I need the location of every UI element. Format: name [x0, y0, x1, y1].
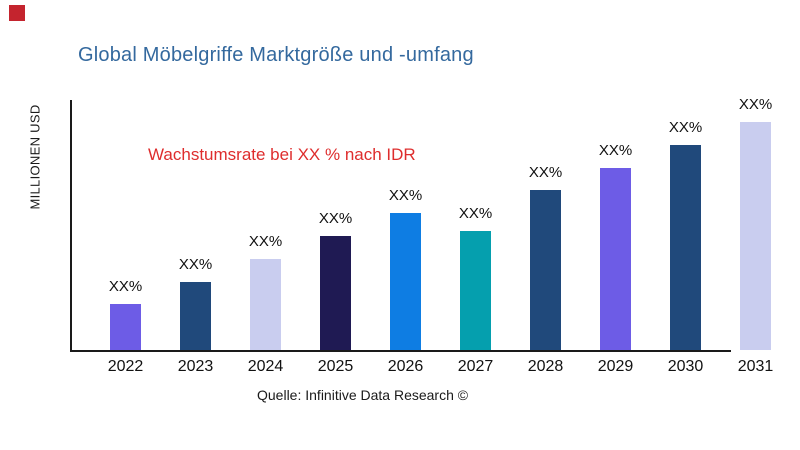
bar-value-label-2024: XX% — [248, 233, 283, 250]
y-axis-label: MILLIONEN USD — [27, 104, 43, 210]
x-tick-label-2026: 2026 — [387, 358, 424, 375]
x-tick-label-2027: 2027 — [457, 358, 494, 375]
x-tick-label-2029: 2029 — [597, 358, 634, 375]
bar-value-label-2029: XX% — [598, 142, 633, 159]
bar-value-label-2030: XX% — [668, 119, 703, 136]
bar-2026 — [390, 213, 421, 350]
y-axis-line — [70, 100, 72, 352]
growth-rate-annotation: Wachstumsrate bei XX % nach IDR — [148, 145, 416, 164]
x-tick-label-2023: 2023 — [177, 358, 214, 375]
source-attribution: Quelle: Infinitive Data Research © — [257, 387, 469, 403]
bar-2024 — [250, 259, 281, 350]
bar-2025 — [320, 236, 351, 350]
bar-2030 — [670, 145, 701, 350]
bar-value-label-2027: XX% — [458, 205, 493, 222]
bar-value-label-2031: XX% — [738, 96, 773, 113]
x-axis-line — [70, 350, 731, 352]
bar-value-label-2022: XX% — [108, 278, 143, 295]
bar-2027 — [460, 231, 491, 350]
bar-2031 — [740, 122, 771, 350]
bar-value-label-2025: XX% — [318, 210, 353, 227]
bar-value-label-2028: XX% — [528, 164, 563, 181]
bar-value-label-2023: XX% — [178, 256, 213, 273]
x-tick-label-2030: 2030 — [667, 358, 704, 375]
bar-2028 — [530, 190, 561, 350]
x-tick-label-2024: 2024 — [247, 358, 284, 375]
bar-2023 — [180, 282, 211, 350]
x-tick-label-2025: 2025 — [317, 358, 354, 375]
x-tick-label-2031: 2031 — [737, 358, 774, 375]
brand-corner-square-icon — [9, 5, 25, 21]
x-tick-label-2028: 2028 — [527, 358, 564, 375]
bar-2029 — [600, 168, 631, 350]
x-tick-label-2022: 2022 — [107, 358, 144, 375]
bar-value-label-2026: XX% — [388, 187, 423, 204]
chart-title: Global Möbelgriffe Marktgröße und -umfan… — [78, 44, 474, 66]
bar-2022 — [110, 304, 141, 350]
